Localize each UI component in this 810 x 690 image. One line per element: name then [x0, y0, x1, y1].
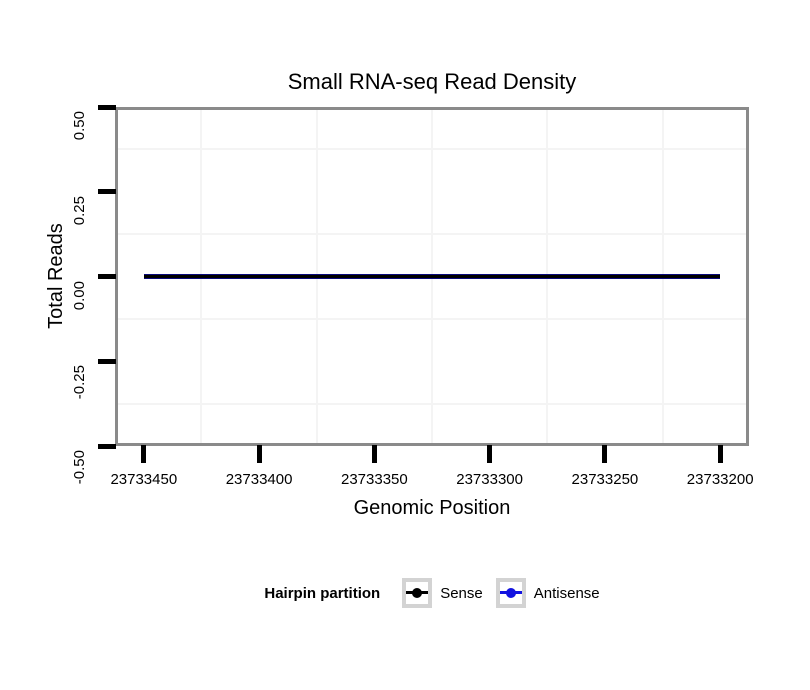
- gridline-minor-horizontal: [118, 233, 746, 236]
- gridline-minor-horizontal: [118, 317, 746, 320]
- y-axis-title: Total Reads: [45, 223, 67, 329]
- x-axis-title: Genomic Position: [353, 497, 511, 519]
- y-axis-tick: [98, 358, 116, 364]
- chart-title: Small RNA-seq Read Density: [287, 69, 577, 94]
- y-axis-tick-label: 0.50: [71, 111, 88, 141]
- x-axis-tick: [371, 445, 377, 463]
- gridline-minor-horizontal: [118, 402, 746, 405]
- plot-panel: [115, 107, 749, 446]
- legend-key-antisense-icon: [495, 578, 526, 608]
- key-dot-icon: [505, 588, 516, 598]
- y-axis-tick-label: -0.25: [71, 365, 88, 400]
- legend: Hairpin partition Sense Antisense: [115, 576, 749, 610]
- y-axis-tick: [98, 104, 116, 110]
- x-axis-tick-label: 23733200: [686, 471, 754, 488]
- x-axis-tick-label: 23733450: [110, 471, 178, 488]
- x-axis-tick: [487, 445, 493, 463]
- x-axis-tick: [717, 445, 723, 463]
- x-axis-tick-label: 23733400: [225, 471, 293, 488]
- x-axis-tick-label: 23733350: [340, 471, 408, 488]
- legend-label-antisense: Antisense: [533, 584, 600, 602]
- legend-key-sense-icon: [402, 578, 433, 608]
- y-axis-tick: [98, 443, 116, 449]
- legend-entry-antisense: Antisense: [495, 578, 600, 608]
- series-line-sense: [143, 275, 721, 278]
- y-axis-tick: [98, 274, 116, 279]
- x-axis-tick-label: 23733250: [571, 471, 639, 488]
- legend-title: Hairpin partition: [264, 584, 381, 602]
- x-axis-tick-label: 23733300: [456, 471, 523, 488]
- x-axis-tick: [256, 445, 262, 463]
- x-axis-tick: [141, 445, 147, 463]
- legend-entry-sense: Sense: [402, 578, 483, 608]
- gridline-minor-horizontal: [118, 148, 746, 151]
- y-axis-tick-label: 0.25: [71, 195, 88, 225]
- x-axis-tick: [602, 445, 608, 463]
- legend-label-sense: Sense: [440, 584, 483, 602]
- y-axis-tick: [98, 189, 116, 195]
- y-axis-tick-label: 0.00: [71, 280, 88, 310]
- y-axis-tick-label: -0.50: [71, 450, 88, 485]
- key-dot-icon: [412, 588, 423, 598]
